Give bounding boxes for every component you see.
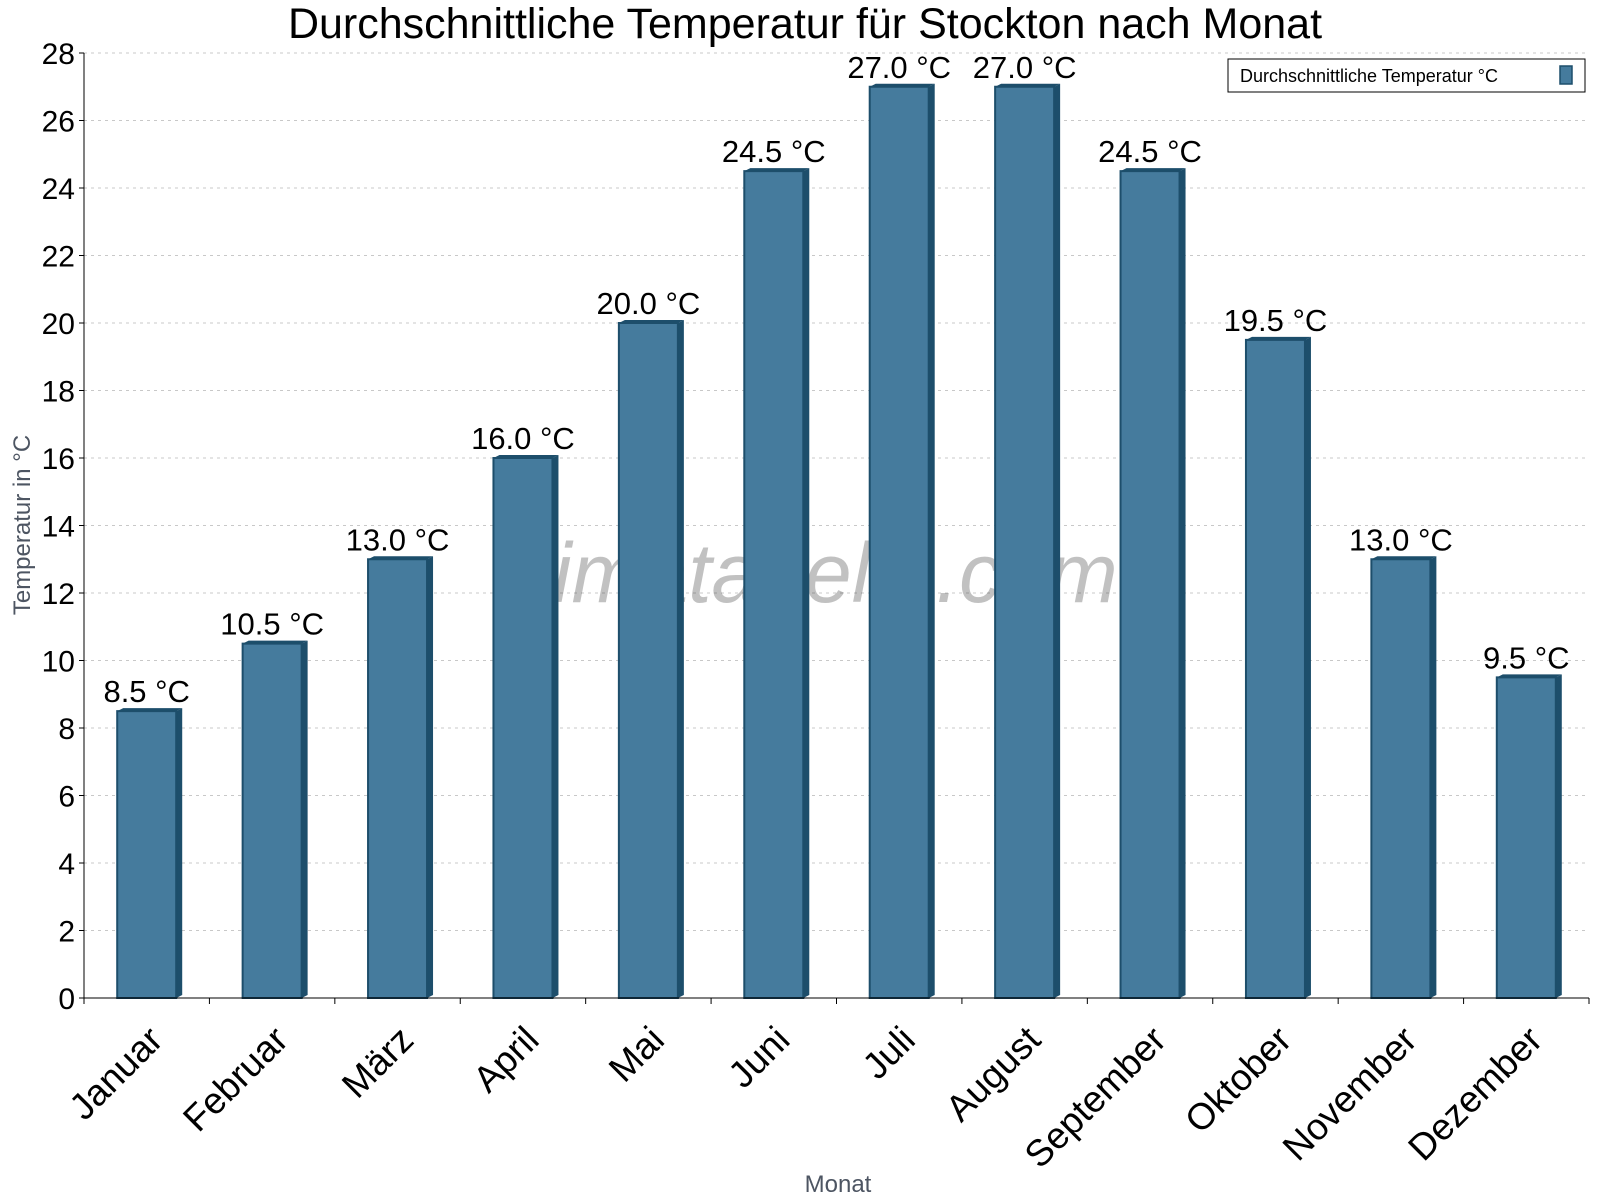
y-tick-label: 24 — [42, 173, 75, 206]
bar-side — [301, 640, 308, 998]
bar-november — [1370, 556, 1437, 999]
data-label: 10.5 °C — [220, 607, 324, 642]
bar-side — [427, 556, 434, 998]
legend-box — [1227, 58, 1586, 93]
gridlines — [84, 52, 1589, 931]
bars — [116, 83, 1562, 999]
bar-side — [928, 83, 935, 998]
y-tick-label: 8 — [58, 713, 75, 746]
bar-front — [1244, 338, 1306, 999]
bar-januar — [116, 708, 183, 999]
data-label: 27.0 °C — [973, 50, 1077, 85]
y-tick-label: 4 — [58, 848, 75, 881]
bar-front — [241, 642, 303, 999]
data-label: 24.5 °C — [1098, 134, 1202, 169]
y-tick-label: 22 — [42, 241, 75, 274]
bar-front — [367, 558, 429, 999]
y-tick-label: 12 — [42, 578, 75, 611]
data-label: 20.0 °C — [597, 286, 701, 321]
legend: Durchschnittliche Temperatur °C — [1227, 58, 1586, 93]
bar-side — [552, 455, 559, 998]
y-tick-label: 18 — [42, 376, 75, 409]
bar-front — [116, 710, 178, 999]
bar-front — [617, 322, 679, 999]
bar-märz — [367, 556, 434, 999]
bar-front — [492, 457, 554, 999]
bar-front — [994, 85, 1056, 999]
bar-front — [1495, 676, 1557, 999]
y-tick-label: 0 — [58, 983, 75, 1016]
bar-juni — [743, 168, 810, 999]
bar-front — [868, 85, 930, 999]
bar-side — [1304, 336, 1311, 998]
x-axis-title: Monat — [805, 1171, 872, 1198]
legend-swatch — [1559, 65, 1573, 85]
data-label: 24.5 °C — [722, 134, 826, 169]
bar-dezember — [1495, 674, 1562, 999]
bar-side — [677, 320, 684, 998]
bar-september — [1119, 168, 1186, 999]
chart-title: Durchschnittliche Temperatur für Stockto… — [288, 0, 1322, 48]
data-label: 19.5 °C — [1224, 303, 1328, 338]
bar-august — [994, 83, 1061, 999]
y-tick-label: 10 — [42, 646, 75, 679]
bar-front — [743, 170, 805, 999]
data-label: 8.5 °C — [103, 674, 190, 709]
data-label: 27.0 °C — [847, 50, 951, 85]
bar-side — [1054, 83, 1061, 998]
bar-side — [803, 168, 810, 998]
bar-side — [176, 708, 183, 998]
bar-side — [1179, 168, 1186, 998]
bar-februar — [241, 640, 308, 999]
y-tick-label: 2 — [58, 916, 75, 949]
y-tick-label: 20 — [42, 308, 75, 341]
data-labels: 8.5 °C 10.5 °C 13.0 °C 16.0 °C 20.0 °C 24.5 °… — [103, 50, 1569, 709]
y-axis-title: Temperatur in °C — [9, 435, 36, 615]
data-label: 9.5 °C — [1483, 640, 1570, 675]
bar-side — [1555, 674, 1562, 998]
y-tick-label: 28 — [42, 38, 75, 71]
data-label: 16.0 °C — [471, 421, 575, 456]
bar-front — [1370, 558, 1432, 999]
data-label: 13.0 °C — [1349, 522, 1453, 557]
y-tick-label: 14 — [42, 511, 75, 544]
y-tick-label: 26 — [42, 106, 75, 139]
y-tick-label: 6 — [58, 781, 75, 814]
bar-mai — [617, 320, 684, 999]
bar-oktober — [1244, 336, 1311, 999]
bar-april — [492, 455, 559, 999]
data-label: 13.0 °C — [346, 522, 450, 557]
bar-front — [1119, 170, 1181, 999]
bar-juli — [868, 83, 935, 999]
bar-side — [1430, 556, 1437, 998]
y-tick-label: 16 — [42, 443, 75, 476]
legend-label: Durchschnittliche Temperatur °C — [1240, 66, 1498, 86]
